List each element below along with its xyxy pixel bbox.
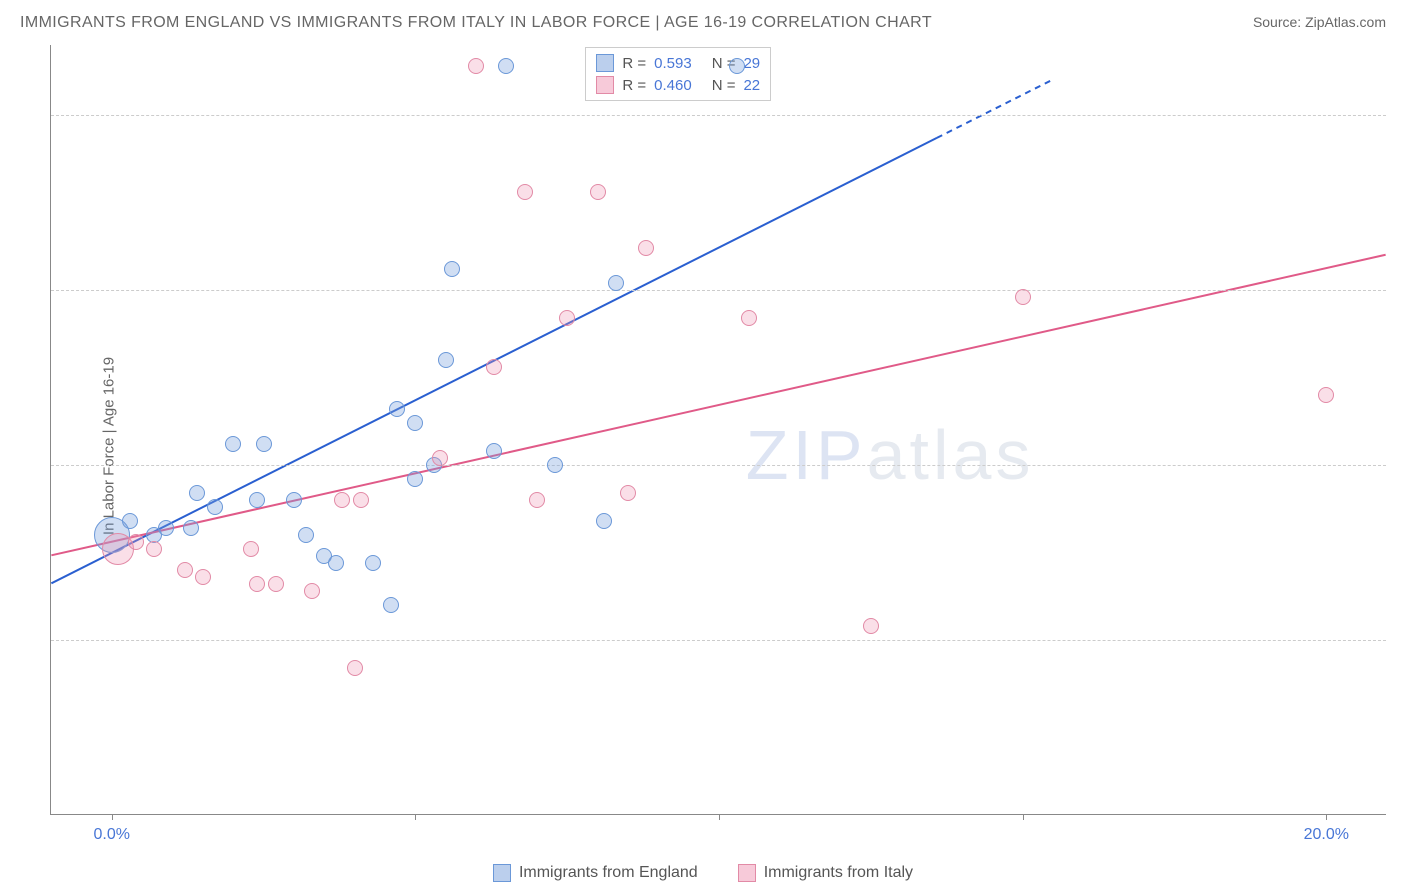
- legend-label: Immigrants from Italy: [764, 864, 913, 882]
- data-point: [590, 184, 606, 200]
- data-point: [620, 485, 636, 501]
- legend-n-label: N =: [712, 77, 736, 94]
- data-point: [347, 660, 363, 676]
- y-tick-label: 100.0%: [1398, 106, 1406, 124]
- data-point: [407, 471, 423, 487]
- data-point: [486, 443, 502, 459]
- y-tick-label: 75.0%: [1398, 281, 1406, 299]
- data-point: [183, 520, 199, 536]
- data-point: [547, 457, 563, 473]
- data-point: [559, 310, 575, 326]
- x-tick-label: 20.0%: [1304, 826, 1349, 844]
- x-tick-label: 0.0%: [93, 826, 129, 844]
- trendlines-layer: [51, 45, 1386, 814]
- stats-legend-row: R = 0.460 N = 22: [596, 74, 760, 96]
- data-point: [304, 583, 320, 599]
- data-point: [158, 520, 174, 536]
- data-point: [498, 58, 514, 74]
- data-point: [486, 359, 502, 375]
- data-point: [286, 492, 302, 508]
- data-point: [249, 492, 265, 508]
- data-point: [128, 534, 144, 550]
- data-point: [146, 541, 162, 557]
- series-legend: Immigrants from England Immigrants from I…: [0, 864, 1406, 882]
- data-point: [207, 499, 223, 515]
- legend-label: Immigrants from England: [519, 864, 698, 882]
- legend-r-value: 0.460: [654, 77, 692, 94]
- data-point: [195, 569, 211, 585]
- data-point: [741, 310, 757, 326]
- data-point: [334, 492, 350, 508]
- gridline: [51, 640, 1386, 641]
- legend-n-value: 22: [743, 77, 760, 94]
- legend-item: Immigrants from Italy: [738, 864, 913, 882]
- legend-swatch: [493, 864, 511, 882]
- data-point: [328, 555, 344, 571]
- data-point: [438, 352, 454, 368]
- data-point: [407, 415, 423, 431]
- data-point: [177, 562, 193, 578]
- data-point: [389, 401, 405, 417]
- data-point: [189, 485, 205, 501]
- data-point: [444, 261, 460, 277]
- legend-swatch: [596, 76, 614, 94]
- stats-legend-box: R = 0.593 N = 29 R = 0.460 N = 22: [585, 47, 771, 101]
- data-point: [468, 58, 484, 74]
- y-tick-label: 50.0%: [1398, 456, 1406, 474]
- data-point: [517, 184, 533, 200]
- legend-r-label: R =: [622, 77, 646, 94]
- legend-item: Immigrants from England: [493, 864, 698, 882]
- watermark: ZIPatlas: [746, 415, 1035, 495]
- data-point: [638, 240, 654, 256]
- scatter-plot-area: ZIPatlas R = 0.593N = 29R = 0.460N = 22 …: [50, 45, 1386, 815]
- data-point: [122, 513, 138, 529]
- data-point: [383, 597, 399, 613]
- data-point: [256, 436, 272, 452]
- chart-source: Source: ZipAtlas.com: [1253, 14, 1386, 30]
- gridline: [51, 290, 1386, 291]
- data-point: [268, 576, 284, 592]
- legend-swatch: [738, 864, 756, 882]
- data-point: [243, 541, 259, 557]
- data-point: [863, 618, 879, 634]
- y-tick-label: 25.0%: [1398, 631, 1406, 649]
- data-point: [596, 513, 612, 529]
- data-point: [432, 450, 448, 466]
- data-point: [529, 492, 545, 508]
- gridline: [51, 115, 1386, 116]
- legend-swatch: [596, 54, 614, 72]
- data-point: [249, 576, 265, 592]
- data-point: [1015, 289, 1031, 305]
- data-point: [353, 492, 369, 508]
- x-tick: [415, 814, 416, 820]
- gridline: [51, 465, 1386, 466]
- data-point: [298, 527, 314, 543]
- x-tick: [112, 814, 113, 820]
- x-tick: [719, 814, 720, 820]
- data-point: [225, 436, 241, 452]
- legend-r-label: R =: [622, 55, 646, 72]
- data-point: [365, 555, 381, 571]
- legend-n-value: 29: [743, 55, 760, 72]
- chart-header: IMMIGRANTS FROM ENGLAND VS IMMIGRANTS FR…: [20, 14, 1386, 32]
- legend-r-value: 0.593: [654, 55, 692, 72]
- chart-title: IMMIGRANTS FROM ENGLAND VS IMMIGRANTS FR…: [20, 14, 932, 32]
- x-tick: [1023, 814, 1024, 820]
- x-tick: [1326, 814, 1327, 820]
- data-point: [608, 275, 624, 291]
- data-point: [1318, 387, 1334, 403]
- data-point: [729, 58, 745, 74]
